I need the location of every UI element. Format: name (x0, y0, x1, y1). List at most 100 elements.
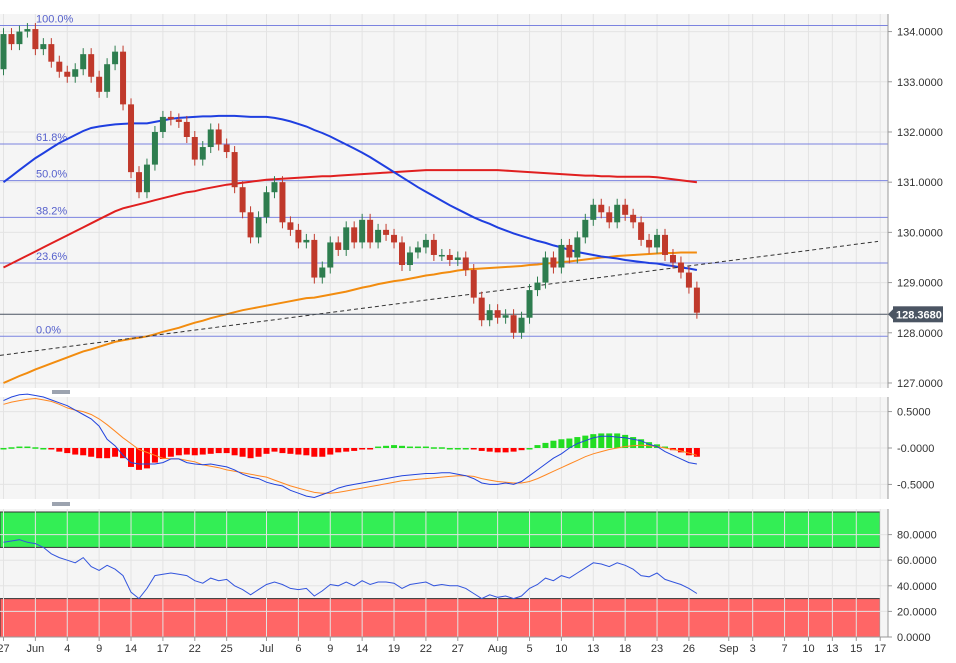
candle (271, 176, 278, 199)
macd-hist-bar (422, 446, 429, 449)
candle (375, 223, 382, 249)
macd-hist-bar (48, 448, 55, 450)
candle-body (422, 239, 429, 248)
candle-body (510, 315, 517, 333)
sma-fast-line (3, 251, 697, 384)
candle-body (622, 204, 629, 215)
price-tick-label: 129.0000 (897, 278, 943, 290)
x-tick-label: 15 (850, 643, 862, 655)
candle (502, 309, 509, 324)
macd-hist-bar (558, 439, 565, 448)
macd-hist-bar (470, 448, 477, 450)
candle-body (399, 242, 405, 266)
candle-body (470, 270, 477, 298)
macd-hist-bar (630, 437, 637, 448)
candle-body (271, 182, 278, 193)
macd-hist-bar (279, 448, 286, 454)
sma-mid-line (2, 114, 698, 271)
macd-hist-bar (598, 433, 605, 448)
candle (135, 166, 142, 199)
macd-hist-bar (175, 448, 182, 456)
x-tick-label: 17 (157, 643, 169, 655)
price-tick-label: 132.0000 (897, 127, 943, 139)
macd-hist-bar (534, 445, 541, 448)
candle-body (430, 239, 437, 255)
candle-body (8, 34, 15, 45)
x-tick-label: 4 (64, 643, 70, 655)
candle (391, 228, 398, 249)
macd-hist-bar (295, 448, 302, 455)
candle-body (406, 252, 413, 266)
candle (446, 248, 453, 266)
candlesticks (0, 23, 700, 339)
macd-hist-bar (526, 448, 533, 450)
x-tick-label: 5 (526, 643, 532, 655)
candle-body (215, 129, 222, 145)
macd-hist-bar (239, 448, 246, 457)
candle (48, 38, 55, 68)
candle (414, 241, 421, 259)
candle-body (279, 182, 286, 223)
macd-hist-bar (351, 448, 358, 451)
macd-hist-bar (478, 448, 485, 451)
rsi-tick-label: 60.0000 (897, 555, 937, 567)
x-tick-label: 19 (388, 643, 400, 655)
candle-body (263, 192, 270, 218)
candle (223, 138, 230, 159)
candle-body (183, 121, 190, 137)
macd-hist-bar (128, 448, 135, 467)
price-tick-label: 134.0000 (897, 27, 943, 39)
candle (40, 38, 47, 56)
candle-body (550, 257, 557, 268)
candle (590, 198, 597, 226)
candle (622, 198, 629, 221)
candle-body (80, 54, 87, 70)
candle-body (335, 242, 342, 250)
candle (359, 213, 366, 249)
candle (263, 186, 270, 224)
trendline (0, 240, 879, 356)
macd-hist-bar (606, 433, 613, 448)
candle (231, 146, 238, 194)
candle-body (72, 69, 79, 77)
macd-hist-bar (446, 448, 453, 450)
candle-body (88, 54, 95, 77)
candle (662, 228, 669, 261)
candle-body (191, 136, 198, 160)
macd-hist-bar (207, 448, 214, 454)
overbought-zone (0, 511, 881, 548)
candle-body (502, 315, 509, 318)
candle-body (367, 219, 374, 243)
candle-body (359, 219, 366, 243)
candle-body (120, 51, 127, 105)
candle-body (534, 282, 541, 291)
macd-hist-bar (399, 445, 405, 448)
macd-hist-bar (677, 448, 684, 453)
macd-hist-bar (120, 448, 127, 459)
x-tick-label: Sep (719, 643, 739, 655)
candle-body (598, 204, 605, 213)
rsi-panel: 80.0000 60.0000 40.0000 20.0000 0.0000 (0, 502, 937, 644)
price-panel: 100.0%61.8%50.0%38.2%23.6%0.0% 134.00001… (0, 14, 943, 390)
x-tick-label: 23 (651, 643, 663, 655)
candle (494, 304, 501, 324)
candle (239, 181, 246, 219)
macd-hist-bar (590, 434, 597, 448)
candle-body (685, 272, 692, 288)
rsi-tick-label: 80.0000 (897, 530, 937, 542)
candle-body (462, 257, 469, 271)
candle (399, 236, 405, 272)
candle (287, 216, 294, 236)
macd-hist-bar (16, 446, 23, 449)
macd-hist-bar (311, 448, 318, 457)
candle (526, 284, 533, 324)
rsi-tick-label: 0.0000 (897, 632, 931, 644)
rsi-axis: 80.0000 60.0000 40.0000 20.0000 0.0000 (887, 509, 937, 644)
macd-hist-bar (375, 446, 382, 449)
candle-body (494, 310, 501, 318)
macd-hist-bar (88, 448, 95, 457)
candle (606, 206, 613, 229)
macd-axis: 0.5000 -0.0000 -0.5000 (887, 397, 934, 499)
candle-body (199, 147, 206, 160)
candle-body (606, 212, 613, 223)
